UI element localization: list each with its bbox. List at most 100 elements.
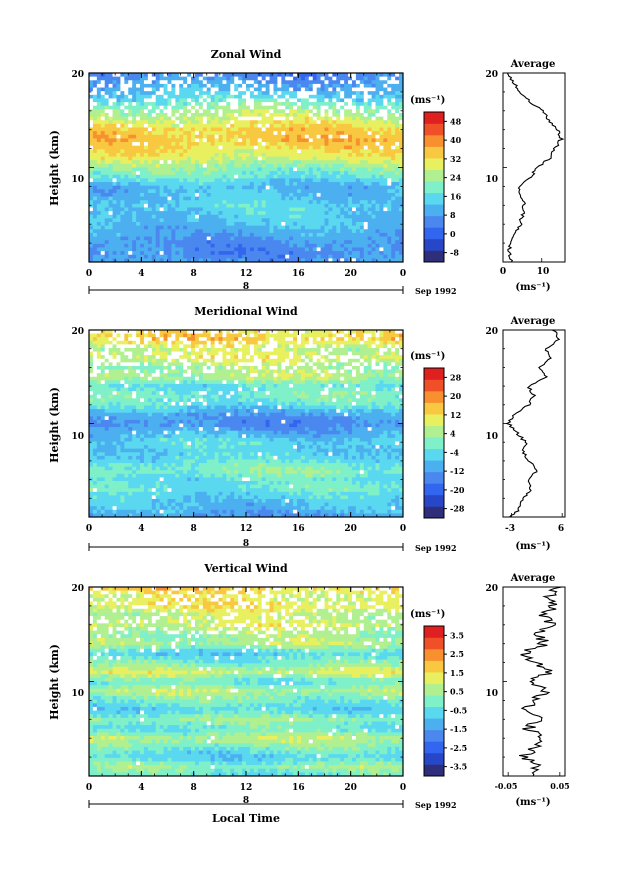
heatmap-cell bbox=[89, 178, 94, 183]
heatmap-cell bbox=[167, 330, 172, 334]
heatmap-cell bbox=[222, 240, 227, 245]
heatmap-cell bbox=[351, 112, 357, 118]
heatmap-cell bbox=[210, 160, 216, 165]
heatmap-cell bbox=[273, 83, 278, 88]
heatmap-cell bbox=[383, 347, 388, 352]
heatmap-cell bbox=[206, 232, 212, 237]
heatmap-cell bbox=[308, 112, 314, 118]
heatmap-cell bbox=[234, 149, 239, 154]
heatmap-cell bbox=[348, 240, 353, 245]
heatmap-cell bbox=[206, 83, 212, 88]
heatmap-cell bbox=[379, 240, 384, 245]
heatmap-cell bbox=[140, 185, 145, 190]
heatmap-cell bbox=[96, 200, 102, 205]
heatmap-cell bbox=[112, 229, 117, 234]
heatmap-cell bbox=[359, 236, 365, 241]
heatmap-cell bbox=[206, 105, 212, 110]
heatmap-cell bbox=[383, 236, 388, 241]
heatmap-cell bbox=[136, 333, 141, 338]
heatmap-cell bbox=[387, 340, 392, 345]
heatmap-cell bbox=[285, 83, 290, 88]
heatmap-cell bbox=[140, 358, 145, 363]
heatmap-cell bbox=[351, 337, 357, 342]
heatmap-cell bbox=[348, 80, 353, 85]
heatmap-cell bbox=[143, 351, 149, 356]
heatmap-cell bbox=[324, 91, 329, 96]
heatmap-cell bbox=[324, 200, 329, 205]
heatmap-cell bbox=[202, 347, 208, 352]
heatmap-cell bbox=[143, 109, 149, 114]
heatmap-cell bbox=[351, 240, 357, 245]
heatmap-cell bbox=[359, 182, 365, 187]
heatmap-cell bbox=[163, 171, 168, 176]
heatmap-cell bbox=[328, 105, 333, 110]
heatmap-cell bbox=[183, 251, 188, 256]
heatmap-cell bbox=[273, 355, 278, 360]
heatmap-cell bbox=[391, 123, 396, 128]
heatmap-cell bbox=[171, 203, 176, 208]
heatmap-cell bbox=[297, 127, 302, 132]
colorbar-tick-label: 0 bbox=[450, 229, 456, 239]
heatmap-cell bbox=[285, 76, 290, 81]
heatmap-cell bbox=[132, 94, 137, 99]
heatmap-cell bbox=[140, 351, 145, 356]
heatmap-cell bbox=[187, 105, 192, 110]
heatmap-cell bbox=[140, 229, 145, 234]
heatmap-cell bbox=[151, 251, 157, 256]
heatmap-cell bbox=[269, 152, 274, 157]
heatmap-cell bbox=[116, 214, 121, 219]
heatmap-cell bbox=[226, 138, 231, 143]
heatmap-cell bbox=[265, 211, 270, 216]
heatmap-cell bbox=[351, 243, 357, 248]
heatmap-cell bbox=[140, 189, 145, 194]
heatmap-cell bbox=[391, 207, 396, 212]
heatmap-cell bbox=[359, 80, 365, 85]
heatmap-cell bbox=[383, 222, 388, 227]
heatmap-cell bbox=[297, 112, 302, 118]
heatmap-cell bbox=[151, 243, 157, 248]
heatmap-cell bbox=[383, 185, 388, 190]
heatmap-cell bbox=[375, 236, 380, 241]
heatmap-cell bbox=[214, 120, 219, 125]
heatmap-cell bbox=[210, 247, 216, 252]
heatmap-cell bbox=[316, 134, 321, 139]
heatmap-cell bbox=[300, 355, 306, 360]
heatmap-cell bbox=[116, 109, 121, 114]
heatmap-cell bbox=[187, 189, 192, 194]
heatmap-cell bbox=[210, 240, 216, 245]
heatmap-cell bbox=[316, 355, 321, 360]
heatmap-cell bbox=[304, 167, 310, 172]
heatmap-cell bbox=[100, 94, 106, 99]
heatmap-cell bbox=[297, 240, 302, 245]
heatmap-cell bbox=[281, 240, 286, 245]
heatmap-cell bbox=[285, 142, 290, 147]
heatmap-cell bbox=[383, 196, 388, 201]
heatmap-cell bbox=[253, 211, 259, 216]
heatmap-cell bbox=[344, 102, 349, 107]
heatmap-cell bbox=[238, 211, 243, 216]
heatmap-cell bbox=[159, 258, 164, 262]
heatmap-cell bbox=[273, 91, 278, 96]
heatmap-cell bbox=[191, 344, 196, 349]
heatmap-cell bbox=[230, 337, 235, 342]
heatmap-cell bbox=[175, 200, 180, 205]
heatmap-cell bbox=[351, 123, 357, 128]
heatmap-cell bbox=[308, 105, 314, 110]
heatmap-cell bbox=[198, 152, 204, 157]
heatmap-cell bbox=[281, 247, 286, 252]
heatmap-cell bbox=[234, 91, 239, 96]
heatmap-cell bbox=[371, 131, 376, 136]
heatmap-cell bbox=[300, 344, 306, 349]
heatmap-cell bbox=[312, 247, 318, 252]
heatmap-cell bbox=[395, 109, 400, 114]
heatmap-cell bbox=[383, 76, 388, 81]
heatmap-cell bbox=[265, 167, 270, 172]
heatmap-cell bbox=[277, 152, 282, 157]
heatmap-cell bbox=[202, 211, 208, 216]
heatmap-cell bbox=[249, 98, 255, 103]
heatmap-cell bbox=[89, 171, 94, 176]
heatmap-cell bbox=[163, 200, 168, 205]
heatmap-cell bbox=[124, 236, 129, 241]
heatmap-cell bbox=[214, 174, 219, 179]
heatmap-cell bbox=[155, 333, 161, 338]
